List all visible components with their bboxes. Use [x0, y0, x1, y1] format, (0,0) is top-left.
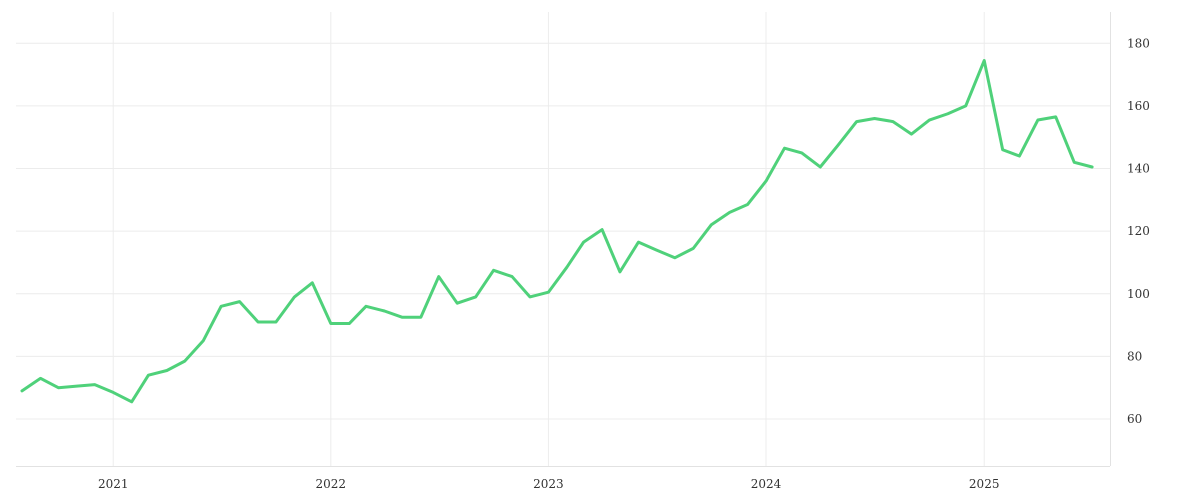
data-point	[21, 389, 24, 392]
data-point	[800, 151, 803, 154]
data-point	[437, 275, 440, 278]
y-tick-label: 140	[1127, 162, 1150, 176]
data-point	[547, 291, 550, 294]
data-point	[348, 322, 351, 325]
data-point	[257, 320, 260, 323]
data-point	[964, 104, 967, 107]
data-point	[383, 310, 386, 313]
data-point	[293, 295, 296, 298]
data-point	[582, 241, 585, 244]
y-tick-label: 80	[1127, 349, 1142, 363]
data-point	[183, 360, 186, 363]
data-point	[983, 59, 986, 62]
series-layer	[20, 59, 1094, 404]
y-tick-label: 120	[1127, 224, 1150, 238]
data-point	[928, 119, 931, 122]
x-tick-label: 2022	[316, 477, 347, 491]
data-point	[329, 322, 332, 325]
data-point	[618, 270, 621, 273]
data-point	[147, 374, 150, 377]
data-point	[57, 386, 60, 389]
x-tick-label: 2021	[98, 477, 129, 491]
x-gridlines	[112, 12, 985, 466]
y-tick-label: 180	[1127, 36, 1150, 50]
data-point	[75, 385, 78, 388]
data-point	[1073, 161, 1076, 164]
data-point	[855, 120, 858, 123]
data-point	[946, 112, 949, 115]
data-point	[456, 302, 459, 305]
data-point	[565, 266, 568, 269]
data-point	[819, 165, 822, 168]
data-point	[474, 295, 477, 298]
x-tick-label: 2023	[533, 477, 564, 491]
data-point	[165, 369, 168, 372]
x-tick-labels: 2021 2022 2023 2024 2025	[98, 477, 1000, 491]
data-point	[655, 248, 658, 251]
data-point	[891, 120, 894, 123]
data-point	[873, 117, 876, 120]
data-point	[637, 241, 640, 244]
data-point	[728, 211, 731, 214]
data-point	[673, 256, 676, 259]
data-point	[238, 300, 241, 303]
data-point	[710, 223, 713, 226]
data-point	[783, 147, 786, 150]
data-point	[419, 316, 422, 319]
data-point	[401, 316, 404, 319]
axes	[16, 12, 1111, 467]
data-point	[220, 305, 223, 308]
data-point	[1036, 119, 1039, 122]
data-point	[910, 133, 913, 136]
data-point	[528, 295, 531, 298]
y-tick-label: 60	[1127, 412, 1142, 426]
data-point	[692, 247, 695, 250]
data-point	[601, 228, 604, 231]
data-point	[1054, 115, 1057, 118]
data-point	[130, 400, 133, 403]
data-point	[364, 305, 367, 308]
data-point	[39, 377, 42, 380]
data-point	[511, 275, 514, 278]
data-point	[1001, 148, 1004, 151]
y-gridlines	[16, 42, 1110, 420]
data-point	[311, 281, 314, 284]
data-point	[492, 269, 495, 272]
y-tick-label: 100	[1127, 287, 1150, 301]
data-point	[746, 203, 749, 206]
data-point	[274, 320, 277, 323]
data-point	[1091, 165, 1094, 168]
data-point	[765, 180, 768, 183]
data-point	[112, 391, 115, 394]
data-point	[202, 339, 205, 342]
y-tick-labels: 60 80 100 120 140 160 180	[1127, 36, 1150, 426]
data-point	[837, 144, 840, 147]
data-point	[93, 383, 96, 386]
data-point	[1018, 155, 1021, 158]
x-tick-label: 2025	[969, 477, 1000, 491]
y-tick-label: 160	[1127, 99, 1150, 113]
x-tick-label: 2024	[751, 477, 782, 491]
series-line-0	[20, 59, 1094, 404]
